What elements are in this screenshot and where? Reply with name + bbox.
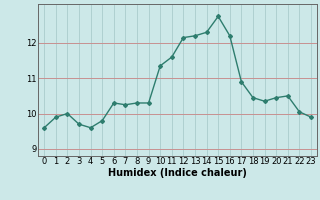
- X-axis label: Humidex (Indice chaleur): Humidex (Indice chaleur): [108, 168, 247, 178]
